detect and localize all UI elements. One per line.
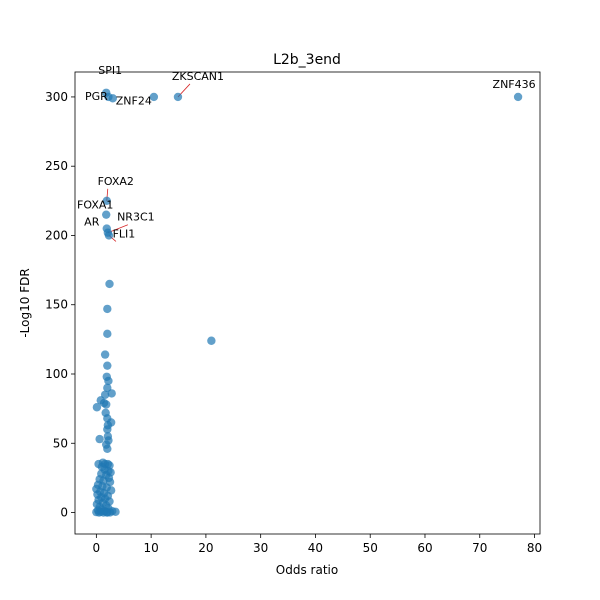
scatter-point (105, 279, 114, 289)
x-axis-label: Odds ratio (276, 563, 338, 577)
scatter-point (102, 400, 111, 409)
annotation-label: FOXA1 (77, 199, 113, 212)
annotation-labels: SPI1 PGR ZNF24 ZKSCAN1 ZNF436 FOXA2 FOXA1 NR3C1… (77, 64, 536, 241)
scatter-point (95, 434, 104, 444)
scatter-point (103, 444, 112, 454)
scatter-point (103, 304, 112, 314)
x-tick-label: 60 (417, 541, 432, 555)
y-axis-label: -Log10 FDR (18, 268, 32, 337)
plot-area (74, 71, 541, 535)
y-axis: 0 50 100 150 200 250 300 (45, 90, 75, 520)
scatter-point (108, 94, 117, 103)
x-tick-label: 80 (527, 541, 542, 555)
y-tick-label: 100 (45, 367, 68, 381)
x-axis: 0 10 20 30 40 50 60 70 80 (93, 534, 542, 555)
scatter-point (513, 92, 523, 102)
annotation-label: AR (84, 216, 100, 229)
x-tick-label: 70 (472, 541, 487, 555)
x-tick-label: 10 (143, 541, 158, 555)
x-tick-label: 20 (198, 541, 213, 555)
y-tick-label: 200 (45, 228, 68, 242)
annotation-label: PGR (85, 90, 108, 103)
scatter-point (173, 92, 183, 102)
scatter-point (102, 196, 111, 206)
x-tick-label: 0 (93, 541, 101, 555)
annotation-label: FLI1 (113, 227, 136, 240)
y-tick-label: 300 (45, 90, 68, 104)
annotation-label: ZNF24 (116, 94, 152, 107)
y-tick-label: 0 (60, 506, 68, 520)
y-tick-label: 50 (53, 436, 68, 450)
x-tick-label: 40 (308, 541, 323, 555)
annotation-label: ZNF436 (493, 78, 536, 91)
data-points (92, 88, 523, 517)
x-tick-label: 50 (363, 541, 378, 555)
chart-title: L2b_3end (273, 52, 341, 68)
scatter-point (104, 231, 114, 240)
annotation-label: FOXA2 (98, 175, 134, 188)
scatter-point (207, 336, 216, 345)
y-tick-label: 150 (45, 298, 68, 312)
scatter-point (149, 92, 159, 102)
scatter-point (107, 389, 116, 398)
scatter-point (103, 425, 112, 434)
y-tick-label: 250 (45, 159, 68, 173)
annotation-label: ZKSCAN1 (172, 70, 224, 83)
scatter-point (100, 350, 110, 359)
scatter-point (102, 210, 111, 219)
annotation-label: NR3C1 (117, 211, 155, 224)
scatter-point (104, 376, 113, 386)
x-tick-label: 30 (253, 541, 268, 555)
scatter-point (92, 403, 102, 412)
annotation-label: SPI1 (98, 64, 122, 77)
scatter-point (103, 361, 112, 370)
scatter-point (103, 508, 112, 517)
scatter-point (103, 329, 112, 339)
